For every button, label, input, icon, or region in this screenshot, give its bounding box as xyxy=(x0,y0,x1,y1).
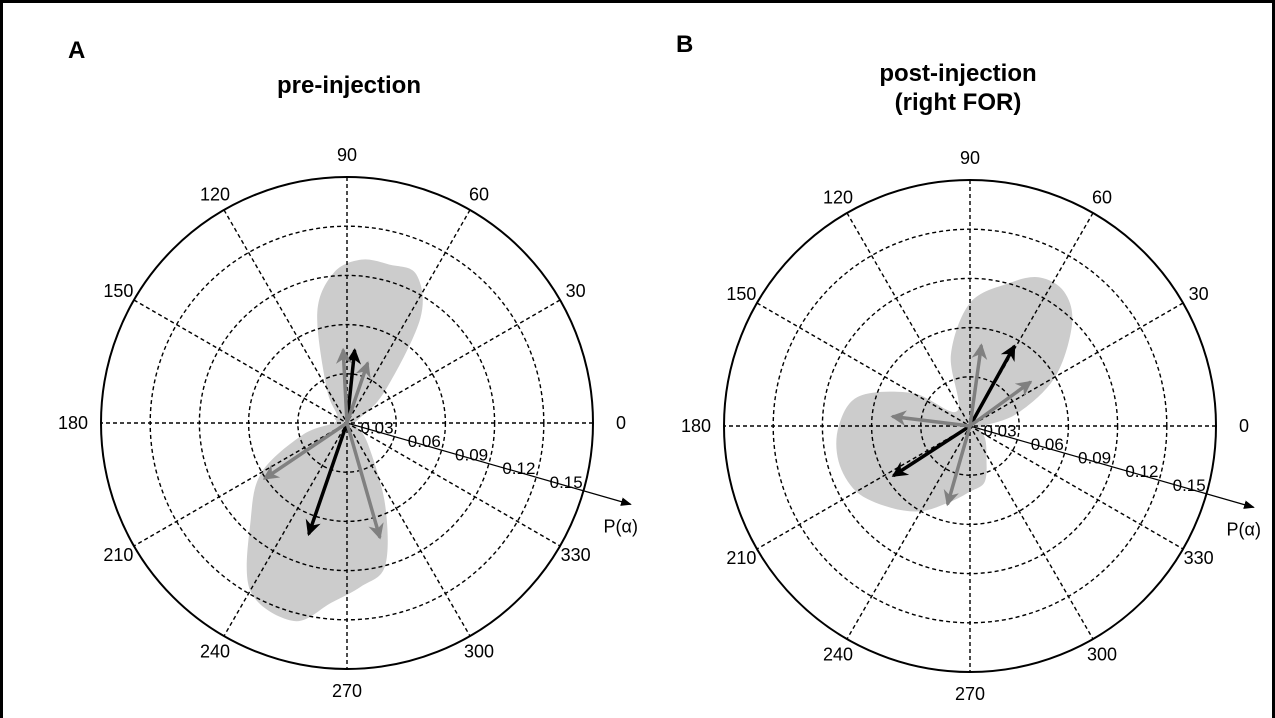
panel-a-radial-tick-label-1: 0.03 xyxy=(360,419,393,438)
panel-b-angle-label-90: 90 xyxy=(960,148,980,168)
panel-b-angle-label-240: 240 xyxy=(823,645,853,665)
panel-a-angle-label-180: 180 xyxy=(58,413,88,433)
panel-label-a: A xyxy=(68,37,85,64)
panel-b-angle-label-0: 0 xyxy=(1239,416,1249,436)
panel-a-angle-label-150: 150 xyxy=(103,281,133,301)
panel-b-angle-label-150: 150 xyxy=(726,284,756,304)
panel-a-angle-label-90: 90 xyxy=(337,145,357,165)
panel-a-angle-label-60: 60 xyxy=(469,184,489,204)
panel-a-angle-label-30: 30 xyxy=(566,281,586,301)
panel-label-b: B xyxy=(676,31,693,58)
panel-a-radial-tick-label-3: 0.09 xyxy=(455,446,488,465)
panel-b-angle-label-330: 330 xyxy=(1184,548,1214,568)
panel-a-angle-label-120: 120 xyxy=(200,184,230,204)
panel-b-angle-label-270: 270 xyxy=(955,684,985,704)
panel-b-angle-label-60: 60 xyxy=(1092,187,1112,207)
panel-b-angle-label-210: 210 xyxy=(726,548,756,568)
panel-b-angle-label-180: 180 xyxy=(681,416,711,436)
panel-b-radial-tick-label-2: 0.06 xyxy=(1031,435,1064,454)
panel-b-angle-label-30: 30 xyxy=(1189,284,1209,304)
panel-a-distribution-area xyxy=(247,259,423,621)
panel-a-title: pre-injection xyxy=(277,72,421,99)
panel-b-radial-tick-label-4: 0.12 xyxy=(1125,462,1158,481)
panel-b-angle-label-120: 120 xyxy=(823,187,853,207)
panel-b: B post-injection (right FOR) 0 30 60 90 120 1… xyxy=(676,31,1261,704)
panel-b-title-line-1: post-injection xyxy=(879,60,1036,87)
panel-b-angle-label-300: 300 xyxy=(1087,645,1117,665)
panel-b-radial-tick-label-3: 0.09 xyxy=(1078,449,1111,468)
panel-a: A pre-injection 0 30 60 90 120 150 180 210 240 27… xyxy=(58,37,638,701)
panel-a-angle-label-300: 300 xyxy=(464,642,494,662)
panel-a-angle-label-330: 330 xyxy=(561,545,591,565)
panel-a-angle-label-0: 0 xyxy=(616,413,626,433)
panel-a-radial-tick-label-5: 0.15 xyxy=(550,473,583,492)
panel-a-angle-label-270: 270 xyxy=(332,681,362,701)
panel-a-angle-label-240: 240 xyxy=(200,642,230,662)
panel-a-angle-label-210: 210 xyxy=(103,545,133,565)
panel-b-radial-axis-label: P(α) xyxy=(1227,519,1261,539)
panel-b-title-line-2: (right FOR) xyxy=(895,89,1022,116)
panel-a-radial-tick-label-4: 0.12 xyxy=(502,459,535,478)
panel-b-radial-tick-label-1: 0.03 xyxy=(983,422,1016,441)
panel-a-radial-tick-label-2: 0.06 xyxy=(408,432,441,451)
panel-b-radial-tick-label-5: 0.15 xyxy=(1173,476,1206,495)
panel-a-radial-axis-label: P(α) xyxy=(604,516,638,536)
